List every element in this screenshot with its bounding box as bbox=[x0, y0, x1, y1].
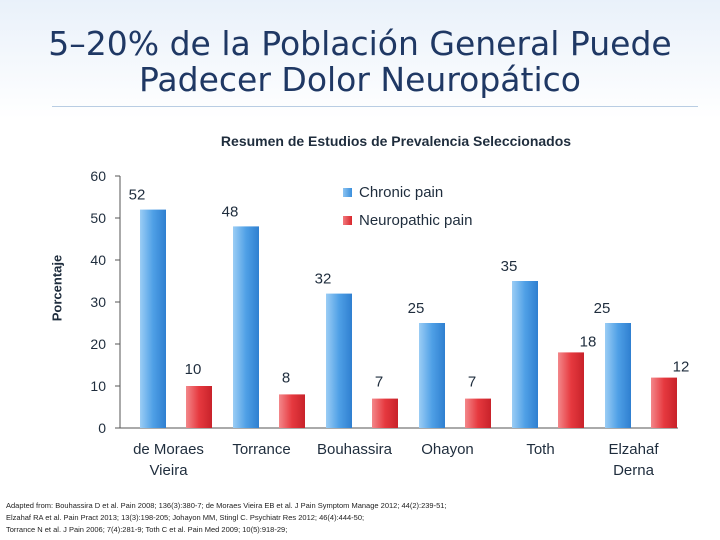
x-tick-label: Ohayon bbox=[421, 441, 474, 458]
x-tick-label: Elzahaf bbox=[608, 441, 659, 458]
legend: Chronic pain Neuropathic pain bbox=[343, 178, 472, 234]
y-tick-label: 30 bbox=[90, 294, 106, 310]
chart-title: Resumen de Estudios de Prevalencia Selec… bbox=[220, 133, 572, 149]
y-tick-label: 60 bbox=[90, 168, 106, 184]
data-label-neuropathic: 7 bbox=[375, 374, 383, 391]
footnote-line-3: Torrance N et al. J Pain 2006; 7(4):281-… bbox=[6, 525, 288, 534]
data-label-chronic: 25 bbox=[408, 300, 425, 317]
slide-title: 5–20% de la Población General Puede Pade… bbox=[0, 26, 720, 98]
footnote-line-2: Elzahaf RA et al. Pain Pract 2013; 13(3)… bbox=[6, 513, 365, 522]
data-label-chronic: 25 bbox=[594, 300, 611, 317]
legend-item-neuropathic: Neuropathic pain bbox=[343, 206, 472, 234]
x-tick-label: Bouhassira bbox=[317, 441, 393, 458]
bar-chronic bbox=[605, 323, 631, 428]
data-label-neuropathic: 8 bbox=[282, 369, 290, 386]
x-tick-label: Torrance bbox=[232, 441, 290, 458]
data-label-neuropathic: 10 bbox=[185, 361, 202, 378]
data-label-chronic: 32 bbox=[315, 271, 332, 288]
data-label-chronic: 52 bbox=[129, 187, 146, 204]
bar-chronic bbox=[140, 209, 166, 428]
bar-neuropathic bbox=[372, 398, 398, 428]
bar-chronic bbox=[326, 293, 352, 428]
legend-swatch-neuropathic bbox=[343, 215, 352, 225]
y-tick-label: 20 bbox=[90, 336, 106, 352]
bar-neuropathic bbox=[186, 386, 212, 428]
bar-chronic bbox=[419, 323, 445, 428]
x-tick-label: Vieira bbox=[149, 462, 188, 479]
x-tick-label: de Moraes bbox=[133, 441, 204, 458]
y-tick-label: 0 bbox=[98, 420, 106, 436]
x-tick-label: Toth bbox=[526, 441, 554, 458]
y-tick-label: 50 bbox=[90, 210, 106, 226]
bar-chronic bbox=[233, 226, 259, 428]
bar-chronic bbox=[512, 281, 538, 428]
data-label-neuropathic: 18 bbox=[580, 333, 597, 350]
legend-item-chronic: Chronic pain bbox=[343, 178, 472, 206]
footnote: Adapted from: Bouhassira D et al. Pain 2… bbox=[6, 500, 706, 536]
y-tick-label: 10 bbox=[90, 378, 106, 394]
legend-label-neuropathic: Neuropathic pain bbox=[359, 211, 473, 229]
legend-label-chronic: Chronic pain bbox=[359, 183, 444, 201]
x-tick-label: Derna bbox=[613, 462, 655, 479]
title-line-2: Padecer Dolor Neuropático bbox=[139, 60, 581, 99]
bar-neuropathic bbox=[465, 398, 491, 428]
bar-neuropathic bbox=[279, 394, 305, 428]
y-tick-label: 40 bbox=[90, 252, 106, 268]
bar-neuropathic bbox=[558, 352, 584, 428]
data-label-neuropathic: 7 bbox=[468, 374, 476, 391]
data-label-neuropathic: 12 bbox=[673, 359, 690, 376]
legend-swatch-chronic bbox=[343, 187, 352, 197]
bar-neuropathic bbox=[651, 377, 677, 428]
title-line-1: 5–20% de la Población General Puede bbox=[48, 24, 672, 63]
data-label-chronic: 35 bbox=[501, 258, 518, 275]
title-divider bbox=[52, 106, 698, 107]
data-label-chronic: 48 bbox=[222, 203, 239, 220]
footnote-line-1: Adapted from: Bouhassira D et al. Pain 2… bbox=[6, 501, 447, 510]
